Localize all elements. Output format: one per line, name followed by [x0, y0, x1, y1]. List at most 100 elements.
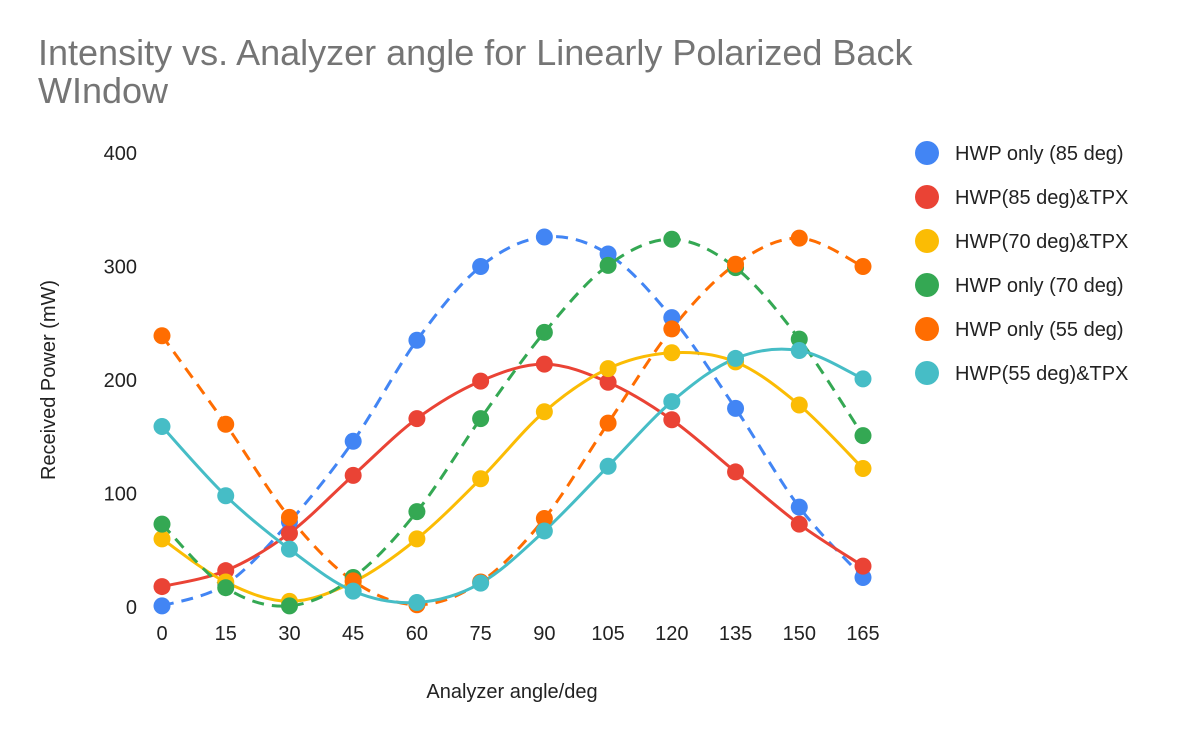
data-point	[599, 373, 617, 391]
legend-label: HWP only (55 deg)	[955, 319, 1124, 341]
data-point	[790, 229, 808, 247]
legend-label: HWP(55 deg)&TPX	[955, 363, 1128, 385]
data-point	[854, 258, 872, 275]
data-point	[153, 418, 171, 436]
x-tick-label: 45	[342, 623, 364, 645]
data-point	[535, 509, 553, 527]
data-point	[727, 463, 745, 481]
data-point	[280, 524, 298, 542]
legend-marker	[915, 317, 939, 341]
series-line	[161, 350, 865, 603]
data-point	[408, 593, 426, 611]
data-point	[153, 515, 171, 533]
x-tick-label: 135	[719, 623, 752, 645]
data-point	[663, 411, 681, 429]
x-tick-label: 0	[156, 623, 167, 645]
data-point	[535, 522, 553, 540]
series-line	[160, 347, 864, 605]
x-tick-label: 75	[470, 623, 492, 645]
data-point	[727, 255, 745, 273]
legend-label: HWP only (85 deg)	[955, 143, 1124, 165]
legend-label: HWP only (70 deg)	[955, 275, 1124, 297]
x-tick-label: 105	[591, 623, 624, 645]
legend-label: HWP(85 deg)&TPX	[955, 187, 1128, 209]
data-point	[472, 372, 490, 390]
legend-marker	[915, 229, 939, 253]
legend-marker	[915, 361, 939, 385]
data-point	[153, 597, 171, 615]
data-point	[535, 355, 553, 373]
data-point	[408, 410, 426, 428]
data-point	[472, 410, 490, 428]
x-tick-label: 120	[655, 623, 688, 645]
data-point	[344, 582, 362, 600]
data-point	[727, 349, 745, 367]
legend-item: HWP(55 deg)&TPX	[915, 361, 1128, 385]
data-point	[663, 230, 681, 248]
x-tick-label: 90	[533, 623, 555, 645]
series-curves	[160, 235, 865, 608]
data-point	[854, 557, 872, 575]
data-point	[408, 503, 426, 521]
data-point	[153, 578, 171, 596]
y-tick-label: 400	[104, 143, 137, 165]
data-point	[472, 470, 490, 488]
y-tick-labels: 0 100 200 300 400	[104, 143, 137, 619]
y-axis-label-group: Received Power (mW)	[38, 280, 60, 480]
data-point	[854, 427, 872, 445]
data-point	[153, 327, 171, 345]
data-point	[217, 579, 235, 597]
data-point	[790, 515, 808, 533]
legend-marker	[915, 141, 939, 165]
data-point	[280, 597, 298, 615]
x-tick-labels: 0 15 30 45 60 75 90 105 120 135 150 165	[156, 623, 879, 645]
x-tick-label: 30	[278, 623, 300, 645]
data-point	[217, 487, 235, 505]
x-tick-label: 15	[215, 623, 237, 645]
data-point	[408, 331, 426, 349]
series-line	[160, 237, 865, 608]
data-point	[790, 341, 808, 359]
legend-item: HWP(70 deg)&TPX	[915, 229, 1128, 253]
data-point	[727, 399, 745, 417]
y-axis-label: Received Power (mW)	[38, 280, 60, 480]
legend: HWP only (85 deg) HWP(85 deg)&TPX HWP(70 d…	[915, 141, 1128, 385]
series-line	[160, 236, 864, 607]
data-point	[663, 393, 681, 411]
x-tick-label: 60	[406, 623, 428, 645]
data-point	[535, 228, 553, 246]
x-tick-label: 150	[783, 623, 816, 645]
data-point	[535, 403, 553, 421]
data-point	[599, 414, 617, 432]
data-point	[344, 466, 362, 484]
y-tick-label: 200	[104, 370, 137, 392]
data-point	[599, 360, 617, 378]
legend-item: HWP only (70 deg)	[915, 273, 1124, 297]
data-point	[472, 258, 490, 275]
data-point	[217, 415, 235, 433]
data-point	[790, 498, 808, 516]
y-tick-label: 0	[126, 597, 137, 619]
data-point	[854, 370, 872, 388]
legend-marker	[915, 185, 939, 209]
data-point	[344, 432, 362, 450]
data-point	[599, 256, 617, 274]
legend-item: HWP only (55 deg)	[915, 317, 1124, 341]
series-points	[153, 228, 872, 615]
x-axis-label: Analyzer angle/deg	[426, 681, 597, 703]
series-line	[161, 362, 864, 589]
data-point	[663, 320, 681, 338]
data-point	[153, 530, 171, 548]
y-tick-label: 100	[104, 484, 137, 506]
data-point	[408, 530, 426, 548]
data-point	[280, 508, 298, 526]
chart-title: Intensity vs. Analyzer angle for Linearl…	[38, 32, 913, 111]
data-point	[280, 540, 298, 558]
data-point	[599, 457, 617, 475]
legend-item: HWP(85 deg)&TPX	[915, 185, 1128, 209]
data-point	[790, 396, 808, 414]
data-point	[663, 344, 681, 362]
data-point	[472, 574, 490, 592]
y-tick-label: 300	[104, 257, 137, 279]
